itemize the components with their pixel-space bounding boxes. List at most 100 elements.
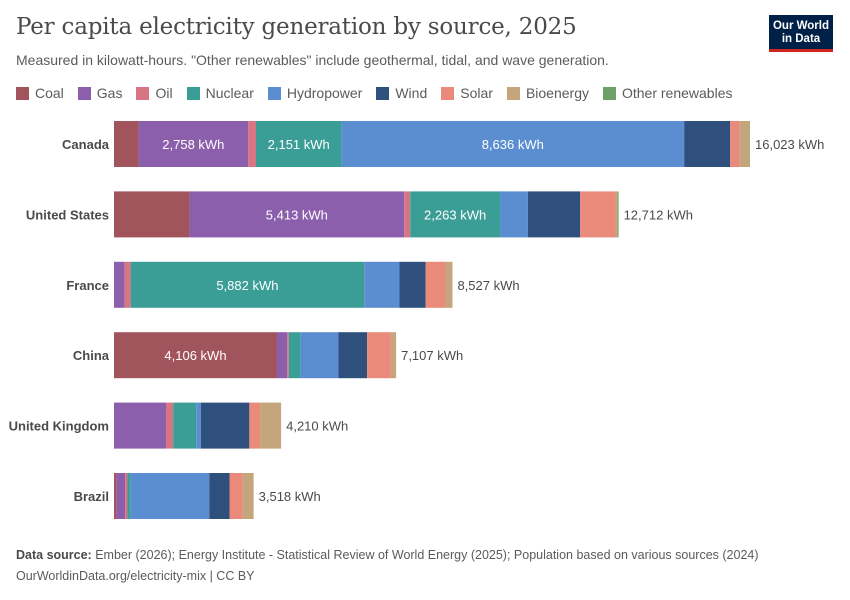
bar-total-label: 7,107 kWh xyxy=(401,348,463,363)
bar-segment-nuclear[interactable] xyxy=(256,121,342,167)
bar-segment-solar[interactable] xyxy=(425,261,446,308)
bar-segment-hydropower[interactable] xyxy=(196,402,201,449)
bar-segment-bioenergy[interactable] xyxy=(445,261,453,308)
legend-swatch-other-renewables xyxy=(602,86,616,100)
legend-swatch-coal xyxy=(16,86,29,100)
legend-swatch-gas xyxy=(77,86,91,100)
segment-value-label: 2,151 kWh xyxy=(268,137,330,152)
bar-segment-gas[interactable] xyxy=(276,332,288,379)
bar-segment-solar[interactable] xyxy=(229,473,243,519)
bar-segment-nuclear[interactable] xyxy=(130,261,365,308)
bar-segment-oil[interactable] xyxy=(248,121,257,167)
bar-segment-oil[interactable] xyxy=(287,332,289,379)
legend-swatch-oil xyxy=(136,86,150,100)
bar-segment-oil[interactable] xyxy=(404,191,411,238)
bar-segment-hydropower[interactable] xyxy=(500,191,528,238)
bar-row-brazil[interactable]: Brazil 3,518 kWh xyxy=(74,473,321,519)
bar-row-united-kingdom[interactable]: United Kingdom 4,210 kWh xyxy=(9,402,349,449)
footer-url-license[interactable]: OurWorldinData.org/electricity-mix | CC … xyxy=(16,569,255,583)
category-label: United States xyxy=(26,207,109,222)
bar-segment-coal[interactable] xyxy=(114,473,117,519)
bar-segment-bioenergy[interactable] xyxy=(390,332,397,379)
bar-total-label: 8,527 kWh xyxy=(457,278,519,293)
category-label: Brazil xyxy=(74,489,109,504)
bar-segment-oil[interactable] xyxy=(166,402,174,449)
bar-segment-gas[interactable] xyxy=(116,473,126,519)
bar-segment-bioenergy[interactable] xyxy=(615,191,618,238)
bar-segment-wind[interactable] xyxy=(684,121,731,167)
stacked-bar-chart: Canada 2,758 kWh 2,151 kWh 8,636 kWh 16,023 … xyxy=(9,121,824,519)
bar-segment-wind[interactable] xyxy=(200,402,250,449)
bar-segment-gas[interactable] xyxy=(114,402,166,449)
bar-total-label: 16,023 kWh xyxy=(755,137,824,152)
bar-segment-nuclear[interactable] xyxy=(127,473,131,519)
segment-value-label: 5,882 kWh xyxy=(216,278,278,293)
bar-row-canada[interactable]: Canada 2,758 kWh 2,151 kWh 8,636 kWh 16,023 … xyxy=(62,121,824,167)
category-label: Canada xyxy=(62,137,110,152)
bar-segment-bioenergy[interactable] xyxy=(242,473,254,519)
bar-segment-solar[interactable] xyxy=(367,332,391,379)
legend-swatch-solar xyxy=(441,86,455,100)
legend-item-solar[interactable]: Solar xyxy=(441,85,493,101)
bar-segment-nuclear[interactable] xyxy=(410,191,501,238)
bar-segment-wind[interactable] xyxy=(399,261,426,308)
legend-item-oil[interactable]: Oil xyxy=(136,85,173,101)
segment-value-label: 2,263 kWh xyxy=(424,207,486,222)
bar-segment-solar[interactable] xyxy=(580,191,616,238)
bar-row-united-states[interactable]: United States 5,413 kWh 2,263 kWh 12,712 kW… xyxy=(26,191,693,238)
legend-label-coal: Coal xyxy=(35,85,64,101)
bar-row-france[interactable]: France 5,882 kWh 8,527 kWh xyxy=(66,261,520,308)
bar-segment-coal[interactable] xyxy=(114,191,190,238)
legend-item-gas[interactable]: Gas xyxy=(77,85,122,101)
footer-source: Data source: Ember (2026); Energy Instit… xyxy=(16,548,759,562)
legend-label-wind: Wind xyxy=(395,85,428,101)
bar-segment-oil[interactable] xyxy=(125,473,128,519)
legend-item-wind[interactable]: Wind xyxy=(376,85,427,101)
chart-subtitle: Measured in kilowatt-hours. "Other renew… xyxy=(16,52,609,68)
bar-segment-coal[interactable] xyxy=(114,121,139,167)
bar-segment-other-renewables[interactable] xyxy=(617,191,619,238)
logo-text-line2: in Data xyxy=(781,33,821,45)
bar-segment-solar[interactable] xyxy=(249,402,261,449)
chart-legend: Coal Gas Oil Nuclear Hydropower Wind Solar Bioe… xyxy=(16,84,747,102)
bar-segment-coal[interactable] xyxy=(114,332,277,379)
bar-segment-gas[interactable] xyxy=(189,191,405,238)
bar-total-label: 12,712 kWh xyxy=(624,207,693,222)
legend-item-nuclear[interactable]: Nuclear xyxy=(186,85,254,101)
legend-swatch-nuclear xyxy=(186,86,200,100)
legend-label-nuclear: Nuclear xyxy=(205,85,254,101)
segment-value-label: 8,636 kWh xyxy=(482,137,544,152)
legend-label-hydropower: Hydropower xyxy=(286,85,363,101)
legend-item-coal[interactable]: Coal xyxy=(16,85,64,101)
legend-label-bioenergy: Bioenergy xyxy=(525,85,589,101)
bar-segment-solar[interactable] xyxy=(730,121,740,167)
bar-segment-nuclear[interactable] xyxy=(173,402,197,449)
bar-segment-gas[interactable] xyxy=(138,121,249,167)
bar-segment-oil[interactable] xyxy=(124,261,131,308)
legend-swatch-wind xyxy=(376,86,390,100)
bar-segment-hydropower[interactable] xyxy=(300,332,339,379)
bar-total-label: 4,210 kWh xyxy=(286,419,348,434)
bar-segment-nuclear[interactable] xyxy=(288,332,301,379)
category-label: China xyxy=(73,348,110,363)
segment-value-label: 2,758 kWh xyxy=(162,137,224,152)
bar-segment-wind[interactable] xyxy=(527,191,581,238)
bar-total-label: 3,518 kWh xyxy=(259,489,321,504)
logo-text-line1: Our World xyxy=(772,20,829,32)
bar-segment-hydropower[interactable] xyxy=(341,121,685,167)
bar-segment-hydropower[interactable] xyxy=(364,261,400,308)
chart-title: Per capita electricity generation by sou… xyxy=(16,14,577,40)
bar-segment-hydropower[interactable] xyxy=(130,473,210,519)
bar-segment-bioenergy[interactable] xyxy=(260,402,282,449)
legend-item-hydropower[interactable]: Hydropower xyxy=(267,85,363,101)
bar-segment-gas[interactable] xyxy=(114,261,125,308)
category-label: France xyxy=(66,278,109,293)
bar-segment-wind[interactable] xyxy=(338,332,368,379)
bar-row-china[interactable]: China 4,106 kWh 7,107 kWh xyxy=(73,332,463,379)
legend-label-oil: Oil xyxy=(155,85,173,101)
bar-segment-bioenergy[interactable] xyxy=(739,121,750,167)
legend-item-other-renewables[interactable]: Other renewables xyxy=(602,85,733,101)
bar-segment-wind[interactable] xyxy=(209,473,230,519)
legend-item-bioenergy[interactable]: Bioenergy xyxy=(506,85,589,101)
owid-logo[interactable]: Our World in Data xyxy=(769,15,833,52)
